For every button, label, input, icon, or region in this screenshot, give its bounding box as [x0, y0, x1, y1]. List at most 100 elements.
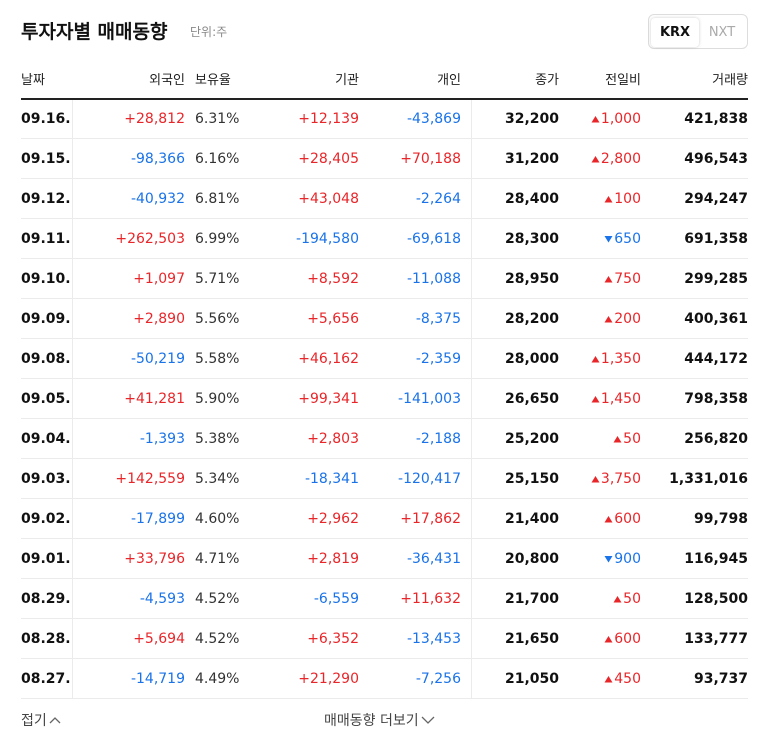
individual: -2,188 [415, 431, 461, 447]
date: 08.27. [21, 671, 71, 687]
individual: -141,003 [398, 391, 461, 407]
date: 09.04. [21, 431, 71, 447]
table-row [21, 459, 748, 499]
individual: -13,453 [406, 631, 461, 647]
volume: 1,331,016 [669, 471, 748, 487]
volume: 400,361 [684, 311, 748, 327]
tab-nxt[interactable]: NXT [708, 25, 736, 40]
change-cell: 900 [604, 539, 641, 579]
date: 09.09. [21, 311, 71, 327]
close-price: 28,300 [504, 231, 559, 247]
volume: 496,543 [684, 151, 748, 167]
change-cell: 600 [604, 619, 641, 659]
change-cell: 1,450 [591, 379, 641, 419]
individual: +11,632 [400, 591, 461, 607]
foreign: +262,503 [115, 231, 185, 247]
date: 09.03. [21, 471, 71, 487]
more-button[interactable]: 매매동향 더보기 [324, 711, 435, 731]
column-header: 보유율 [195, 73, 231, 88]
change-value: 900 [614, 551, 641, 567]
foreign: -4,593 [139, 591, 185, 607]
holding-ratio: 6.81% [195, 191, 240, 207]
date: 09.10. [21, 271, 71, 287]
close-price: 28,950 [504, 271, 559, 287]
date: 09.05. [21, 391, 71, 407]
foreign: -1,393 [139, 431, 185, 447]
volume: 798,358 [684, 391, 748, 407]
date: 08.29. [21, 591, 71, 607]
tab-krx[interactable]: KRX [651, 18, 699, 47]
date: 08.28. [21, 631, 71, 647]
institution: -6,559 [313, 591, 359, 607]
close-price: 21,700 [504, 591, 559, 607]
date: 09.15. [21, 151, 71, 167]
arrow-up [591, 396, 600, 403]
foreign: +2,890 [133, 311, 185, 327]
volume: 93,737 [693, 671, 748, 687]
individual: -2,264 [415, 191, 461, 207]
holding-ratio: 5.58% [195, 351, 240, 367]
individual: -2,359 [415, 351, 461, 367]
table-row [21, 139, 748, 179]
table-row [21, 659, 748, 699]
arrow-up [613, 596, 622, 603]
institution: +46,162 [298, 351, 359, 367]
holding-ratio: 6.16% [195, 151, 240, 167]
close-price: 21,050 [504, 671, 559, 687]
close-price: 26,650 [504, 391, 559, 407]
close-price: 25,150 [504, 471, 559, 487]
collapse-label: 접기 [21, 713, 47, 729]
table-row [21, 259, 748, 299]
institution: +2,803 [307, 431, 359, 447]
individual: +70,188 [400, 151, 461, 167]
date: 09.01. [21, 551, 71, 567]
institution: +43,048 [298, 191, 359, 207]
table-row [21, 179, 748, 219]
arrow-down [604, 556, 613, 563]
close-price: 20,800 [504, 551, 559, 567]
table-row [21, 339, 748, 379]
individual: -69,618 [406, 231, 461, 247]
change-value: 1,450 [600, 391, 641, 407]
holding-ratio: 5.34% [195, 471, 240, 487]
foreign: +33,796 [124, 551, 185, 567]
unit: 단위:주 [190, 25, 228, 39]
volume: 128,500 [684, 591, 748, 607]
institution: +2,962 [307, 511, 359, 527]
chevron-down [421, 716, 435, 724]
arrow-up [604, 276, 613, 283]
foreign: +5,694 [133, 631, 185, 647]
foreign: +41,281 [124, 391, 185, 407]
change-cell: 650 [604, 219, 641, 259]
institution: -18,341 [304, 471, 359, 487]
tab-group [648, 14, 748, 49]
holding-ratio: 5.56% [195, 311, 240, 327]
holding-ratio: 4.60% [195, 511, 240, 527]
institution: +6,352 [307, 631, 359, 647]
foreign: -98,366 [130, 151, 185, 167]
change-cell: 50 [613, 579, 641, 619]
holding-ratio: 5.90% [195, 391, 240, 407]
volume: 99,798 [693, 511, 748, 527]
volume: 116,945 [684, 551, 748, 567]
date: 09.16. [21, 111, 71, 127]
column-header: 기관 [335, 73, 359, 88]
change-cell: 1,000 [591, 99, 641, 139]
change-value: 600 [614, 631, 641, 647]
foreign: -17,899 [130, 511, 185, 527]
change-value: 200 [614, 311, 641, 327]
arrow-up [591, 476, 600, 483]
foreign: -40,932 [130, 191, 185, 207]
column-header: 날짜 [21, 73, 45, 88]
change-value: 750 [614, 271, 641, 287]
close-price: 31,200 [504, 151, 559, 167]
volume: 299,285 [684, 271, 748, 287]
divider [72, 100, 73, 698]
collapse-button[interactable]: 접기 [21, 711, 61, 731]
volume: 256,820 [684, 431, 748, 447]
foreign: -50,219 [130, 351, 185, 367]
date: 09.08. [21, 351, 71, 367]
change-value: 50 [623, 431, 641, 447]
volume: 133,777 [684, 631, 748, 647]
